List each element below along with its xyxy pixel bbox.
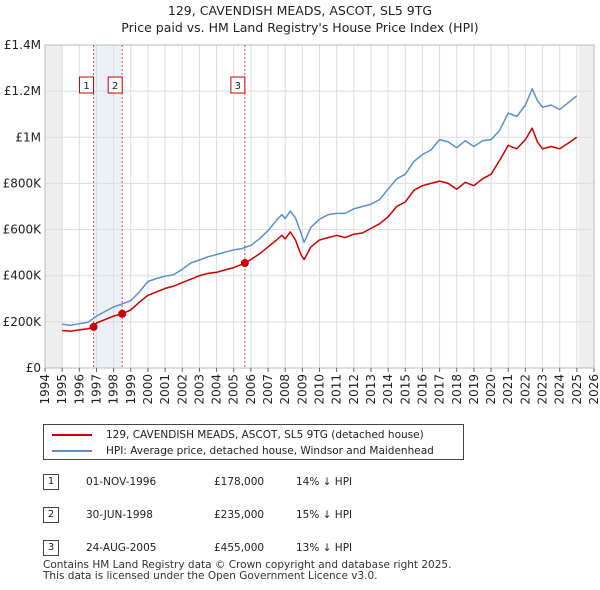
y-tick-label: £0 — [26, 361, 41, 375]
sale-row: 3 24-AUG-2005 £455,000 13% ↓ HPI — [43, 539, 383, 557]
x-tick-label: 2001 — [158, 374, 172, 405]
x-tick-label: 2025 — [570, 374, 584, 405]
y-axis-ticks: £0 £200K £400K £600K £800K £1M £1.2M £1.4M — [3, 38, 43, 375]
legend: 129, CAVENDISH MEADS, ASCOT, SL5 9TG (de… — [43, 424, 464, 460]
sale-marker-label: 2 — [112, 81, 118, 92]
x-tick-label: 2004 — [210, 374, 224, 405]
hpi-line — [62, 88, 578, 327]
sale-hpi-diff: 14% ↓ HPI — [296, 476, 353, 488]
sale-date: 30-JUN-1998 — [86, 509, 153, 521]
sale-date: 01-NOV-1996 — [86, 476, 157, 488]
x-tick-label: 2016 — [415, 374, 429, 405]
sale-point — [240, 259, 249, 268]
legend-item-hpi: HPI: Average price, detached house, Wind… — [52, 443, 434, 459]
x-tick-label: 2026 — [587, 374, 600, 405]
x-tick-label: 1994 — [38, 374, 52, 405]
x-tick-label: 1999 — [124, 374, 138, 405]
legend-item-property: 129, CAVENDISH MEADS, ASCOT, SL5 9TG (de… — [52, 427, 424, 443]
x-tick-label: 2005 — [227, 374, 241, 405]
sale-point — [89, 322, 98, 331]
x-tick-label: 2015 — [398, 374, 412, 405]
footer-line-1: Contains HM Land Registry data © Crown c… — [43, 559, 452, 571]
sale-marker-box — [107, 76, 123, 94]
series-lines — [62, 88, 578, 332]
x-tick-label: 2002 — [175, 374, 189, 405]
x-tick-label: 2010 — [313, 374, 327, 405]
y-tick-label: £600K — [3, 223, 43, 237]
y-tick-label: £800K — [3, 176, 43, 190]
x-tick-label: 2006 — [244, 374, 258, 405]
sale-number: 1 — [43, 474, 59, 490]
x-tick-label: 1997 — [89, 374, 103, 405]
sale-hpi-diff: 15% ↓ HPI — [296, 509, 353, 521]
x-tick-label: 2008 — [278, 374, 292, 405]
title-line-1: 129, CAVENDISH MEADS, ASCOT, SL5 9TG — [167, 3, 433, 18]
y-tick-label: £1M — [15, 130, 41, 144]
sale-points — [89, 259, 249, 331]
sale-markers: 1 2 3 — [79, 76, 246, 94]
no-data-region — [578, 45, 594, 368]
sale-marker-label: 1 — [83, 81, 89, 92]
x-axis-ticks: 1994 1995 1996 1997 1998 1999 2000 2001 2002 2003… — [38, 368, 600, 405]
legend-swatch-property — [52, 434, 92, 436]
no-data-region — [45, 45, 63, 368]
y-tick-label: £200K — [3, 315, 43, 329]
y-tick-label: £400K — [3, 269, 43, 283]
y-tick-label: £1.4M — [4, 38, 41, 52]
sale-date: 24-AUG-2005 — [86, 542, 157, 554]
legend-label-property: 129, CAVENDISH MEADS, ASCOT, SL5 9TG (de… — [106, 429, 424, 441]
sale-number: 3 — [43, 540, 59, 556]
sale-hpi-diff: 13% ↓ HPI — [296, 542, 353, 554]
x-tick-label: 2000 — [141, 374, 155, 405]
gridlines — [44, 44, 595, 369]
sale-marker-label: 3 — [235, 81, 241, 92]
x-tick-label: 2020 — [484, 374, 498, 405]
x-tick-label: 2019 — [467, 374, 481, 405]
x-tick-label: 2012 — [347, 374, 361, 405]
x-tick-label: 1998 — [107, 374, 121, 405]
property-price-line — [62, 127, 578, 332]
y-tick-label: £1.2M — [4, 84, 41, 98]
x-tick-label: 2022 — [518, 374, 532, 405]
legend-swatch-hpi — [52, 450, 92, 452]
sale-price: £178,000 — [214, 476, 265, 488]
x-tick-label: 2011 — [330, 374, 344, 405]
sale-point — [118, 309, 127, 318]
x-tick-label: 2007 — [261, 374, 275, 405]
sale-price: £455,000 — [214, 542, 265, 554]
sale-row: 1 01-NOV-1996 £178,000 14% ↓ HPI — [43, 473, 383, 491]
x-tick-label: 1996 — [72, 374, 86, 405]
x-tick-label: 1995 — [55, 374, 69, 405]
legend-label-hpi: HPI: Average price, detached house, Wind… — [106, 445, 434, 457]
footer-line-2: This data is licensed under the Open Gov… — [43, 570, 378, 582]
title-line-2: Price paid vs. HM Land Registry's House … — [121, 20, 479, 35]
x-tick-label: 2014 — [381, 374, 395, 405]
x-tick-label: 2009 — [295, 374, 309, 405]
sale-marker-box — [230, 76, 246, 94]
sale-marker-box — [79, 76, 95, 94]
x-tick-label: 2021 — [501, 374, 515, 405]
x-tick-label: 2017 — [433, 374, 447, 405]
x-tick-label: 2018 — [450, 374, 464, 405]
x-tick-label: 2003 — [192, 374, 206, 405]
x-tick-label: 2024 — [553, 374, 567, 405]
x-tick-label: 2013 — [364, 374, 378, 405]
chart-title: 129, CAVENDISH MEADS, ASCOT, SL5 9TG Pri… — [0, 2, 600, 36]
footer: Contains HM Land Registry data © Crown c… — [43, 560, 451, 582]
sale-interval-band — [93, 45, 123, 368]
sale-row: 2 30-JUN-1998 £235,000 15% ↓ HPI — [43, 506, 383, 524]
x-tick-label: 2023 — [536, 374, 550, 405]
sale-number: 2 — [43, 507, 59, 523]
sale-price: £235,000 — [214, 509, 265, 521]
